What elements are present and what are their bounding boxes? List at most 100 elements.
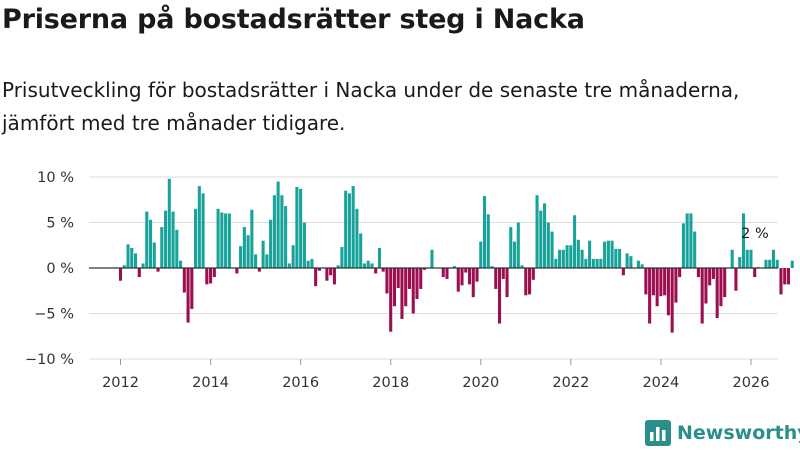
- bar: [325, 268, 329, 281]
- bar: [745, 249, 749, 268]
- bar: [374, 268, 378, 274]
- bar: [366, 260, 370, 268]
- bar: [655, 268, 659, 307]
- bar: [464, 268, 468, 273]
- y-tick-label: −5 %: [34, 307, 74, 323]
- bar: [681, 223, 685, 268]
- bar: [212, 268, 216, 278]
- bar: [404, 268, 408, 307]
- bar: [137, 268, 141, 278]
- bar: [486, 214, 490, 268]
- bar: [171, 211, 175, 268]
- bar: [741, 213, 745, 268]
- bar: [246, 235, 250, 268]
- bar: [411, 268, 415, 314]
- x-tick-label: 2016: [282, 375, 319, 391]
- bar: [651, 268, 655, 296]
- bar: [133, 253, 138, 268]
- bar: [336, 265, 340, 268]
- x-tick-label: 2026: [733, 375, 770, 391]
- bar: [678, 268, 682, 278]
- bar: [520, 265, 524, 268]
- bar: [606, 240, 610, 268]
- bar: [149, 219, 153, 268]
- bar: [482, 196, 487, 268]
- bar: [674, 268, 678, 303]
- bar: [689, 213, 693, 268]
- x-tick-label: 2014: [192, 375, 229, 391]
- bar: [224, 213, 228, 268]
- bar: [351, 186, 355, 268]
- bar: [422, 268, 427, 270]
- bar: [543, 203, 547, 268]
- bar: [362, 263, 366, 268]
- bar: [152, 242, 156, 268]
- bar: [693, 231, 697, 268]
- bar: [629, 256, 633, 268]
- bar: [599, 258, 603, 268]
- bar: [621, 268, 625, 276]
- bar: [235, 268, 239, 274]
- bar: [370, 263, 374, 268]
- last-value-annotation: 2 %: [741, 226, 769, 242]
- bar: [340, 247, 344, 268]
- x-tick-label: 2018: [372, 375, 409, 391]
- bar: [467, 268, 472, 285]
- x-tick-label: 2024: [642, 375, 679, 391]
- bar: [381, 268, 385, 272]
- bar: [501, 268, 505, 279]
- bar: [580, 249, 584, 268]
- bar: [516, 222, 520, 268]
- bar: [284, 206, 288, 268]
- bar: [715, 268, 719, 319]
- bar: [603, 241, 607, 268]
- bar: [254, 254, 258, 268]
- bar: [786, 268, 791, 285]
- bar: [719, 268, 723, 307]
- bar: [430, 249, 434, 268]
- chart-title: Priserna på bostadsrätter steg i Nacka: [2, 4, 585, 35]
- bar: [490, 266, 494, 268]
- bar: [663, 268, 667, 296]
- bar: [730, 249, 734, 268]
- bar: [265, 254, 269, 268]
- bar: [640, 264, 644, 268]
- y-tick-label: 5 %: [46, 216, 74, 232]
- bar: [175, 229, 179, 268]
- bar: [179, 260, 183, 268]
- bar: [261, 240, 265, 268]
- bar: [494, 268, 498, 289]
- bar: [711, 268, 715, 279]
- bar: [790, 260, 794, 268]
- bar: [182, 268, 186, 293]
- bar: [205, 268, 209, 285]
- bar: [227, 213, 231, 268]
- bar: [306, 260, 310, 268]
- chart-subtitle: Prisutveckling för bostadsrätter i Nacka…: [2, 78, 740, 135]
- bar: [122, 265, 126, 268]
- bar: [636, 260, 640, 268]
- bar: [310, 258, 314, 268]
- bar: [359, 233, 363, 268]
- bar: [561, 249, 565, 268]
- bar: [156, 268, 160, 272]
- bar: [588, 240, 592, 268]
- bar: [584, 258, 588, 268]
- bar: [460, 268, 464, 286]
- bar: [314, 268, 318, 287]
- y-axis: 10 % 5 % 0 % −5 % −10 %: [25, 170, 74, 368]
- bar: [347, 193, 351, 268]
- bar: [685, 213, 689, 268]
- bar: [445, 268, 449, 279]
- brand-logo: Newsworthy: [645, 419, 800, 447]
- bar: [479, 241, 483, 268]
- bar: [216, 208, 220, 268]
- bar: [344, 190, 348, 268]
- bar: [644, 268, 648, 295]
- bar: [392, 268, 396, 307]
- bar: [272, 195, 276, 268]
- bar: [749, 249, 753, 268]
- bar: [160, 227, 164, 268]
- bar: [775, 259, 779, 268]
